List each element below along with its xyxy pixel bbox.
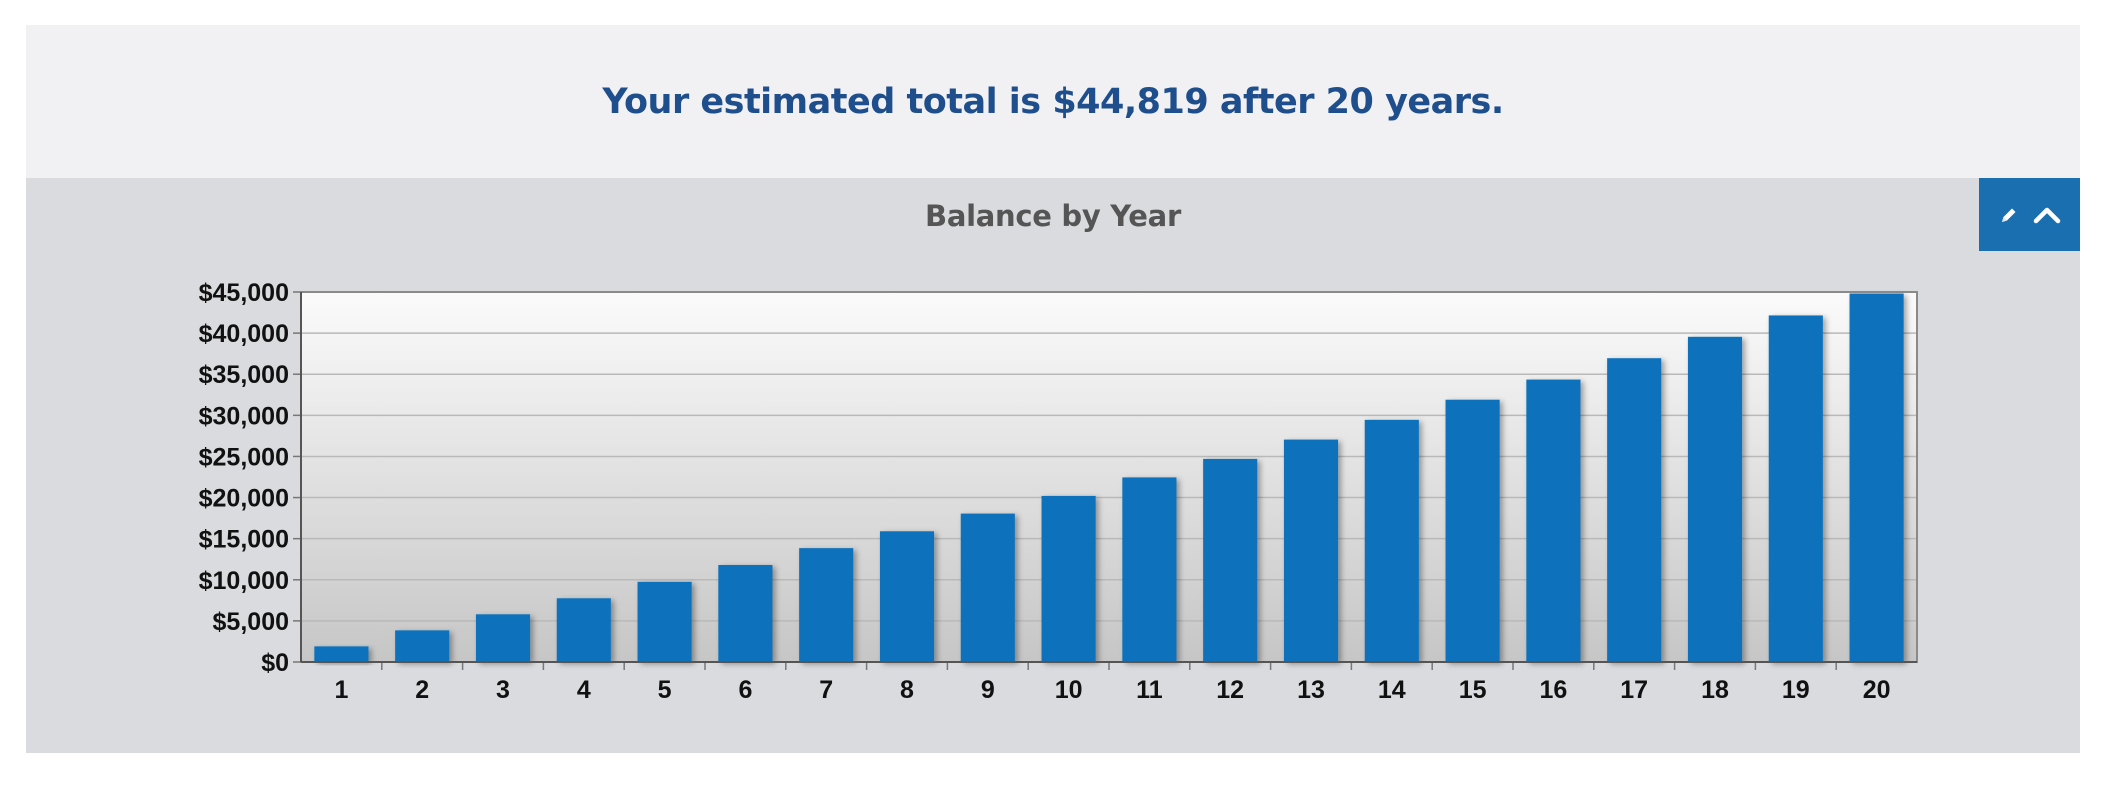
x-tick-label: 1: [334, 676, 348, 704]
bar: [1041, 495, 1096, 662]
bar: [1687, 336, 1743, 662]
x-tick-label: 3: [496, 676, 510, 704]
bar: [879, 531, 935, 662]
bars: [314, 293, 1904, 662]
chevron-up-icon[interactable]: [2033, 205, 2061, 225]
bar: [1526, 379, 1581, 662]
x-tick-label: 4: [577, 676, 591, 704]
bar: [1364, 419, 1419, 662]
x-tick-label: 11: [1136, 676, 1163, 704]
pencil-icon[interactable]: [1999, 205, 2019, 225]
bar: [314, 646, 369, 662]
y-tick-label: $40,000: [199, 320, 289, 348]
x-tick-label: 10: [1055, 676, 1083, 704]
bar: [960, 513, 1015, 662]
plot-area: [301, 292, 1917, 662]
y-tick-label: $20,000: [199, 485, 289, 513]
bar: [799, 548, 854, 662]
x-tick-label: 19: [1782, 676, 1810, 704]
summary-text: Your estimated total is $44,819 after 20…: [602, 81, 1504, 122]
bar: [1203, 458, 1258, 662]
y-tick-label: $30,000: [199, 402, 289, 430]
x-tick-label: 8: [900, 676, 914, 704]
bar: [718, 564, 773, 662]
x-tick-label: 18: [1701, 676, 1729, 704]
bar: [1445, 399, 1500, 662]
results-card: Your estimated total is $44,819 after 20…: [26, 25, 2080, 753]
y-tick-label: $45,000: [199, 279, 289, 307]
x-tick-label: 9: [981, 676, 995, 704]
x-tick-label: 15: [1459, 676, 1487, 704]
summary-amount: $44,819: [1052, 81, 1209, 122]
x-tick-label: 16: [1539, 676, 1567, 704]
summary-suffix: after 20 years.: [1208, 81, 1504, 122]
x-tick-label: 2: [415, 676, 429, 704]
bar: [556, 598, 611, 662]
balance-bar-chart: $0 $5,000 $10,000 $15,000 $20,000 $25,000 $30,…: [199, 279, 1918, 704]
y-tick-label: $5,000: [213, 608, 289, 636]
y-tick-label: $10,000: [199, 567, 289, 595]
bar: [1768, 315, 1823, 662]
x-axis-labels: 1 2 3 4 5 6 7 8 9 10 11 12 13 14 15 16 17 18 19 20: [334, 676, 1890, 704]
x-tick-label: 14: [1378, 676, 1406, 704]
bar: [1849, 293, 1904, 662]
axes: [300, 291, 1918, 663]
y-axis-labels: $0 $5,000 $10,000 $15,000 $20,000 $25,000 $30,…: [199, 279, 289, 677]
chart-tools-button[interactable]: [1979, 178, 2080, 251]
x-tick-label: 7: [819, 676, 833, 704]
x-tick-label: 12: [1216, 676, 1244, 704]
x-tick-label: 17: [1620, 676, 1648, 704]
x-tick-label: 5: [658, 676, 672, 704]
x-tick-label: 6: [738, 676, 752, 704]
summary-banner: Your estimated total is $44,819 after 20…: [26, 25, 2080, 178]
y-tick-label: $0: [261, 649, 289, 677]
bar: [395, 630, 450, 662]
x-tick-label: 20: [1863, 676, 1891, 704]
x-tick-label: 13: [1297, 676, 1325, 704]
bar: [475, 614, 531, 662]
y-tick-label: $25,000: [199, 443, 289, 471]
bar: [1122, 477, 1177, 662]
chart-title: Balance by Year: [925, 198, 1181, 233]
y-tick-label: $15,000: [199, 526, 289, 554]
bar: [637, 581, 692, 662]
bar: [1283, 439, 1339, 662]
chart-header: Balance by Year: [26, 178, 2080, 253]
y-tick-label: $35,000: [199, 361, 289, 389]
summary-prefix: Your estimated total is: [602, 81, 1053, 122]
bar: [1607, 358, 1662, 662]
